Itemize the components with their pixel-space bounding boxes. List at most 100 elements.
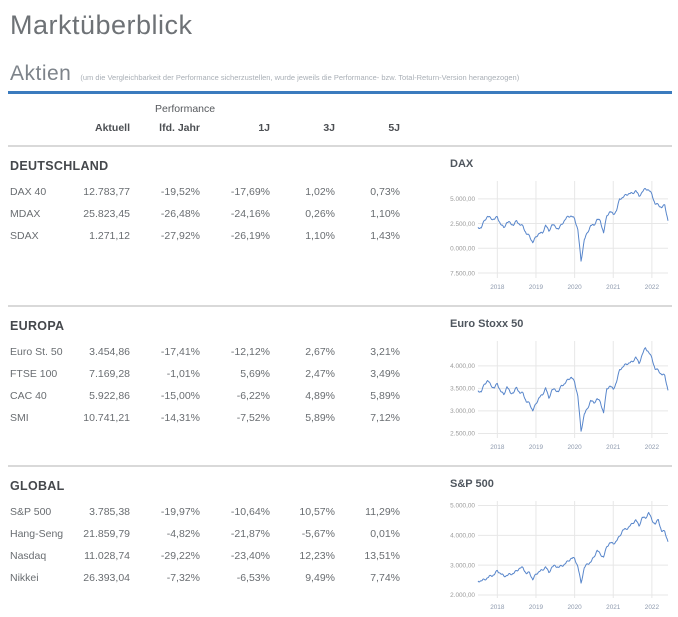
value-lfd-jahr: -17,41% — [160, 346, 200, 358]
index-row: Hang-Seng 21.859,79 -4,82% -21,87% -5,67… — [10, 523, 440, 545]
value-aktuell: 26.393,04 — [83, 572, 130, 584]
section-title: EUROPA — [10, 319, 65, 333]
svg-text:2021: 2021 — [606, 284, 621, 291]
value-5j: 13,51% — [364, 550, 400, 562]
value-1j: -21,87% — [230, 528, 270, 540]
value-aktuell: 7.169,28 — [89, 368, 130, 380]
value-5j: 0,73% — [370, 186, 400, 198]
index-row: SMI 10.741,21 -14,31% -7,52% 5,89% 7,12% — [10, 407, 440, 429]
index-name: SDAX — [10, 230, 39, 242]
index-name: SMI — [10, 412, 29, 424]
svg-text:12.500,00: 12.500,00 — [450, 221, 475, 228]
column-header-3j: 3J — [323, 122, 335, 134]
market-section: DEUTSCHLAND DAX 40 12.783,77 -19,52% -17… — [8, 147, 672, 297]
svg-text:2020: 2020 — [568, 284, 583, 291]
value-aktuell: 11.028,74 — [84, 550, 130, 562]
value-aktuell: 1.271,12 — [89, 230, 130, 242]
market-overview-page: Marktüberblick Aktien (um die Vergleichb… — [0, 10, 678, 617]
line-chart: 5.000,00 4.000,00 3.000,00 2.000,00 2018 2019… — [450, 501, 669, 611]
value-3j: 1,02% — [305, 186, 335, 198]
svg-text:2021: 2021 — [606, 604, 621, 611]
svg-text:5.000,00: 5.000,00 — [450, 503, 475, 510]
sections-container: DEUTSCHLAND DAX 40 12.783,77 -19,52% -17… — [8, 147, 672, 617]
value-5j: 7,74% — [370, 572, 400, 584]
svg-text:2018: 2018 — [490, 444, 505, 451]
index-row: Euro St. 50 3.454,86 -17,41% -12,12% 2,6… — [10, 341, 440, 363]
svg-text:15.000,00: 15.000,00 — [450, 196, 475, 203]
section-table: EUROPA Euro St. 50 3.454,86 -17,41% -12,… — [8, 317, 440, 457]
accent-divider — [8, 91, 672, 94]
column-header-aktuell: Aktuell — [94, 122, 130, 134]
line-chart: 4.000,00 3.500,00 3.000,00 2.500,00 2018 2019… — [450, 341, 669, 451]
section-table: DEUTSCHLAND DAX 40 12.783,77 -19,52% -17… — [8, 157, 440, 297]
index-row: CAC 40 5.922,86 -15,00% -6,22% 4,89% 5,8… — [10, 385, 440, 407]
svg-text:2.500,00: 2.500,00 — [450, 431, 475, 438]
index-name: MDAX — [10, 208, 41, 220]
svg-text:3.000,00: 3.000,00 — [450, 408, 475, 415]
value-5j: 0,01% — [370, 528, 400, 540]
value-1j: -10,64% — [230, 506, 270, 518]
index-row: S&P 500 3.785,38 -19,97% -10,64% 10,57% … — [10, 501, 440, 523]
column-header-lfd-jahr: lfd. Jahr — [159, 122, 200, 134]
value-lfd-jahr: -15,00% — [160, 390, 200, 402]
value-aktuell: 25.823,45 — [83, 208, 130, 220]
page-title: Marktüberblick — [10, 10, 193, 40]
index-name: Hang-Seng — [10, 528, 64, 540]
index-row: FTSE 100 7.169,28 -1,01% 5,69% 2,47% 3,4… — [10, 363, 440, 385]
value-lfd-jahr: -1,01% — [166, 368, 200, 380]
section-table: GLOBAL S&P 500 3.785,38 -19,97% -10,64% … — [8, 477, 440, 617]
index-name: CAC 40 — [10, 390, 47, 402]
value-1j: -24,16% — [230, 208, 270, 220]
svg-text:3.000,00: 3.000,00 — [450, 562, 475, 569]
index-name: Nikkei — [10, 572, 39, 584]
value-aktuell: 21.859,79 — [83, 528, 130, 540]
value-lfd-jahr: -7,32% — [166, 572, 200, 584]
svg-text:2019: 2019 — [529, 444, 544, 451]
svg-text:7.500,00: 7.500,00 — [450, 270, 475, 277]
value-lfd-jahr: -27,92% — [160, 230, 200, 242]
value-lfd-jahr: -19,97% — [160, 506, 200, 518]
value-3j: 1,10% — [305, 230, 335, 242]
svg-text:2019: 2019 — [529, 604, 544, 611]
svg-text:2.000,00: 2.000,00 — [450, 592, 475, 599]
svg-text:2021: 2021 — [606, 444, 621, 451]
section-chart: S&P 500 5.000,00 4.000,00 3.000,00 2.000,00… — [440, 477, 678, 617]
aktien-title: Aktien — [10, 62, 72, 85]
value-aktuell: 10.741,21 — [83, 412, 130, 424]
svg-text:2018: 2018 — [490, 604, 505, 611]
section-chart: DAX 15.000,00 12.500,00 10.000,00 7.500,00 2… — [440, 157, 678, 297]
value-1j: -12,12% — [230, 346, 270, 358]
aktien-section-header: Aktien (um die Vergleichbarkeit der Perf… — [10, 62, 672, 86]
value-aktuell: 3.454,86 — [89, 346, 130, 358]
svg-text:2022: 2022 — [645, 444, 660, 451]
index-row: Nikkei 26.393,04 -7,32% -6,53% 9,49% 7,7… — [10, 567, 440, 589]
value-5j: 7,12% — [370, 412, 400, 424]
value-3j: 5,89% — [305, 412, 335, 424]
section-rows: Euro St. 50 3.454,86 -17,41% -12,12% 2,6… — [10, 341, 440, 429]
chart-title: S&P 500 — [450, 478, 494, 490]
chart-title: DAX — [450, 158, 474, 170]
value-aktuell: 5.922,86 — [89, 390, 130, 402]
value-1j: 5,69% — [240, 368, 270, 380]
value-lfd-jahr: -4,82% — [166, 528, 200, 540]
svg-text:4.000,00: 4.000,00 — [450, 533, 475, 540]
value-3j: 12,23% — [299, 550, 335, 562]
svg-text:2022: 2022 — [645, 604, 660, 611]
value-3j: 9,49% — [305, 572, 335, 584]
value-3j: -5,67% — [301, 528, 335, 540]
index-name: DAX 40 — [10, 186, 47, 198]
value-1j: -23,40% — [230, 550, 270, 562]
index-row: DAX 40 12.783,77 -19,52% -17,69% 1,02% 0… — [10, 181, 440, 203]
svg-text:3.500,00: 3.500,00 — [450, 386, 475, 393]
section-title: DEUTSCHLAND — [10, 159, 109, 173]
svg-text:2019: 2019 — [529, 284, 544, 291]
value-5j: 1,10% — [370, 208, 400, 220]
svg-text:10.000,00: 10.000,00 — [450, 246, 475, 253]
value-1j: -26,19% — [230, 230, 270, 242]
market-section: EUROPA Euro St. 50 3.454,86 -17,41% -12,… — [8, 307, 672, 457]
value-3j: 2,67% — [305, 346, 335, 358]
performance-group-label: Performance — [155, 103, 216, 115]
aktien-note: (um die Vergleichbarkeit der Performance… — [80, 73, 520, 82]
svg-text:2022: 2022 — [645, 284, 660, 291]
index-name: S&P 500 — [10, 506, 52, 518]
